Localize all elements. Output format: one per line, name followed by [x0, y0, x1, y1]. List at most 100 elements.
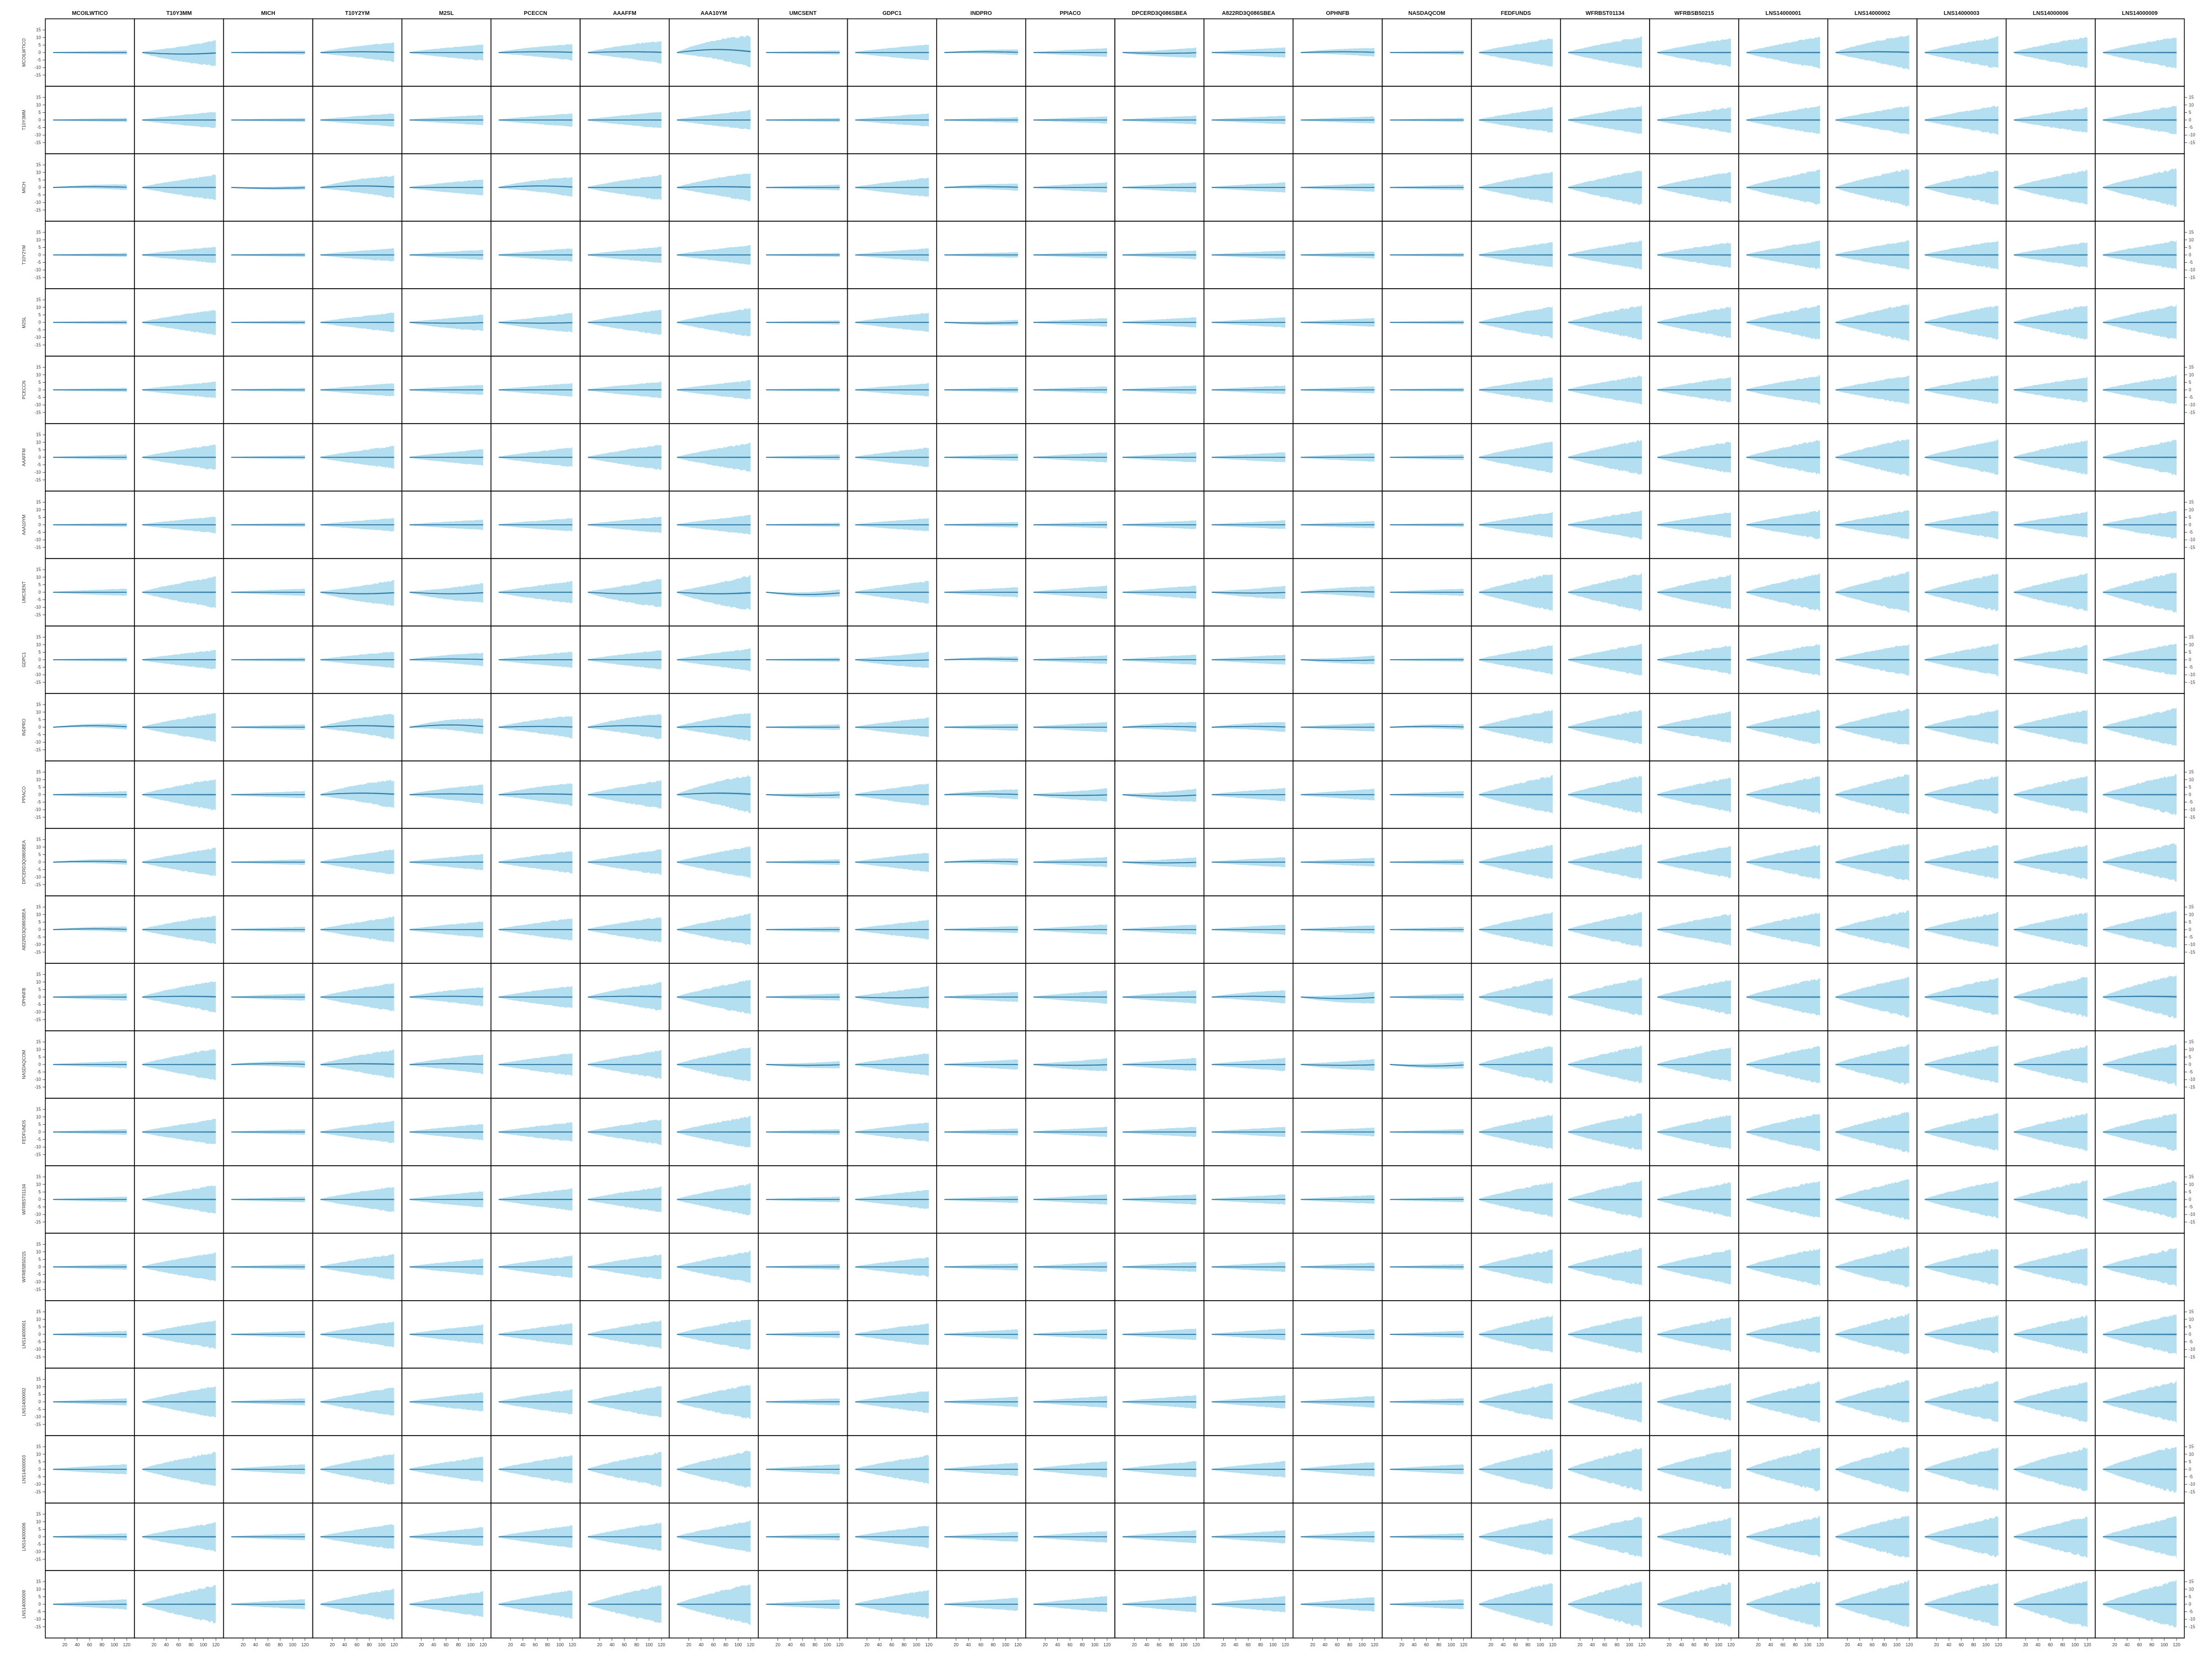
- irf-panel: [847, 491, 937, 559]
- irf-panel: [223, 1368, 314, 1436]
- credible-band: [588, 578, 662, 608]
- credible-band: [1212, 722, 1286, 732]
- y-tick-label: 10: [36, 305, 41, 310]
- median-line: [1122, 794, 1197, 797]
- irf-panel: [936, 288, 1026, 357]
- irf-panel: [669, 693, 759, 761]
- right-y-tick-label: 15: [2189, 1310, 2194, 1314]
- right-y-tick-label: 10: [2189, 1452, 2194, 1457]
- irf-panel: [312, 625, 403, 694]
- median-line: [587, 51, 662, 53]
- irf-panel: [1560, 895, 1650, 964]
- y-tick-label: 0: [39, 1400, 41, 1405]
- credible-band: [320, 175, 394, 199]
- irf-panel: [134, 491, 225, 559]
- x-tick-label: 100: [1804, 1642, 1812, 1647]
- right-y-tick-label: 0: [2189, 253, 2192, 258]
- irf-panel: [491, 760, 581, 829]
- irf-panel: [223, 288, 314, 357]
- irf-panel: [758, 1368, 848, 1436]
- irf-panel: [1114, 221, 1204, 289]
- irf-panel: [669, 1368, 759, 1436]
- y-tick-label: -10: [34, 1482, 41, 1487]
- irf-panel: [1560, 558, 1650, 627]
- credible-band: [409, 718, 483, 734]
- irf-panel: [1203, 423, 1294, 492]
- irf-panel: [1738, 1570, 1829, 1639]
- irf-panel: [1470, 1098, 1561, 1166]
- irf-panel: [758, 1503, 848, 1571]
- y-tick-label: -5: [37, 800, 41, 805]
- y-tick-label: 0: [39, 1467, 41, 1472]
- right-y-tick-label: 5: [2189, 380, 2192, 385]
- y-tick-label: -15: [34, 815, 41, 820]
- irf-panel: [1203, 693, 1294, 761]
- credible-band: [498, 44, 572, 61]
- x-tick-label: 100: [1269, 1642, 1277, 1647]
- right-y-tick-label: -10: [2189, 403, 2195, 408]
- y-tick-label: 0: [39, 388, 41, 393]
- right-y-tick-label: -10: [2189, 268, 2195, 273]
- y-tick-label: -15: [34, 680, 41, 685]
- irf-panel: [758, 1098, 848, 1166]
- irf-panel: [1916, 1503, 2007, 1571]
- irf-panel: [1738, 1098, 1829, 1166]
- irf-panel: [491, 491, 581, 559]
- irf-panel: [1025, 1030, 1115, 1099]
- y-tick-label: 10: [36, 777, 41, 782]
- irf-panel: [2005, 1030, 2096, 1099]
- irf-panel: [491, 1570, 581, 1639]
- median-line: [498, 793, 573, 795]
- median-line: [53, 725, 127, 728]
- y-tick-label: 10: [36, 709, 41, 714]
- y-tick-label: -5: [37, 125, 41, 130]
- row-label: GDPC1: [22, 652, 27, 667]
- irf-panel: [2005, 18, 2096, 87]
- irf-panel: [1381, 491, 1472, 559]
- irf-panel: [1114, 18, 1204, 87]
- irf-panel: [491, 1233, 581, 1301]
- right-y-tick-label: 15: [2189, 95, 2194, 100]
- irf-panel: [1738, 963, 1829, 1031]
- y-tick-label: -5: [37, 732, 41, 737]
- row-label: LNS14000002: [22, 1387, 27, 1416]
- irf-panel: [1292, 760, 1383, 829]
- x-tick-label: 100: [2161, 1642, 2168, 1647]
- irf-panel: [1025, 221, 1115, 289]
- y-tick-label: 5: [39, 1594, 41, 1599]
- irf-panel: [1381, 1503, 1472, 1571]
- irf-panel: [669, 895, 759, 964]
- irf-panel: [847, 1368, 937, 1436]
- right-y-tick-label: -15: [2189, 680, 2195, 685]
- median-line: [587, 592, 662, 594]
- x-tick-label: 60: [1959, 1642, 1964, 1647]
- irf-panel: [1114, 153, 1204, 222]
- right-y-tick-label: -5: [2189, 260, 2193, 265]
- irf-panel: [491, 1030, 581, 1099]
- irf-panel: [2095, 1503, 2185, 1571]
- irf-panel: [1292, 1030, 1383, 1099]
- irf-panel: [401, 625, 492, 694]
- irf-panel: [1025, 1570, 1115, 1639]
- irf-panel: [1916, 1233, 2007, 1301]
- x-tick-label: 120: [301, 1642, 309, 1647]
- irf-panel: [312, 1030, 403, 1099]
- x-tick-label: 80: [1615, 1642, 1620, 1647]
- irf-panel: [1560, 423, 1650, 492]
- right-y-tick-label: -15: [2189, 950, 2195, 954]
- irf-panel: [1649, 625, 1739, 694]
- irf-panel: [669, 1503, 759, 1571]
- irf-panel: [491, 1165, 581, 1234]
- irf-panel: [1738, 423, 1829, 492]
- irf-panel: [580, 221, 670, 289]
- x-tick-label: 20: [2112, 1642, 2117, 1647]
- row-label: MCOILWTICO: [22, 38, 27, 66]
- irf-panel: [1827, 1098, 1918, 1166]
- x-tick-label: 60: [622, 1642, 627, 1647]
- y-tick-label: 0: [39, 455, 41, 460]
- irf-panel: [1738, 693, 1829, 761]
- irf-panel: [758, 693, 848, 761]
- y-tick-label: -5: [37, 665, 41, 670]
- irf-panel: [491, 423, 581, 492]
- irf-panel: [758, 153, 848, 222]
